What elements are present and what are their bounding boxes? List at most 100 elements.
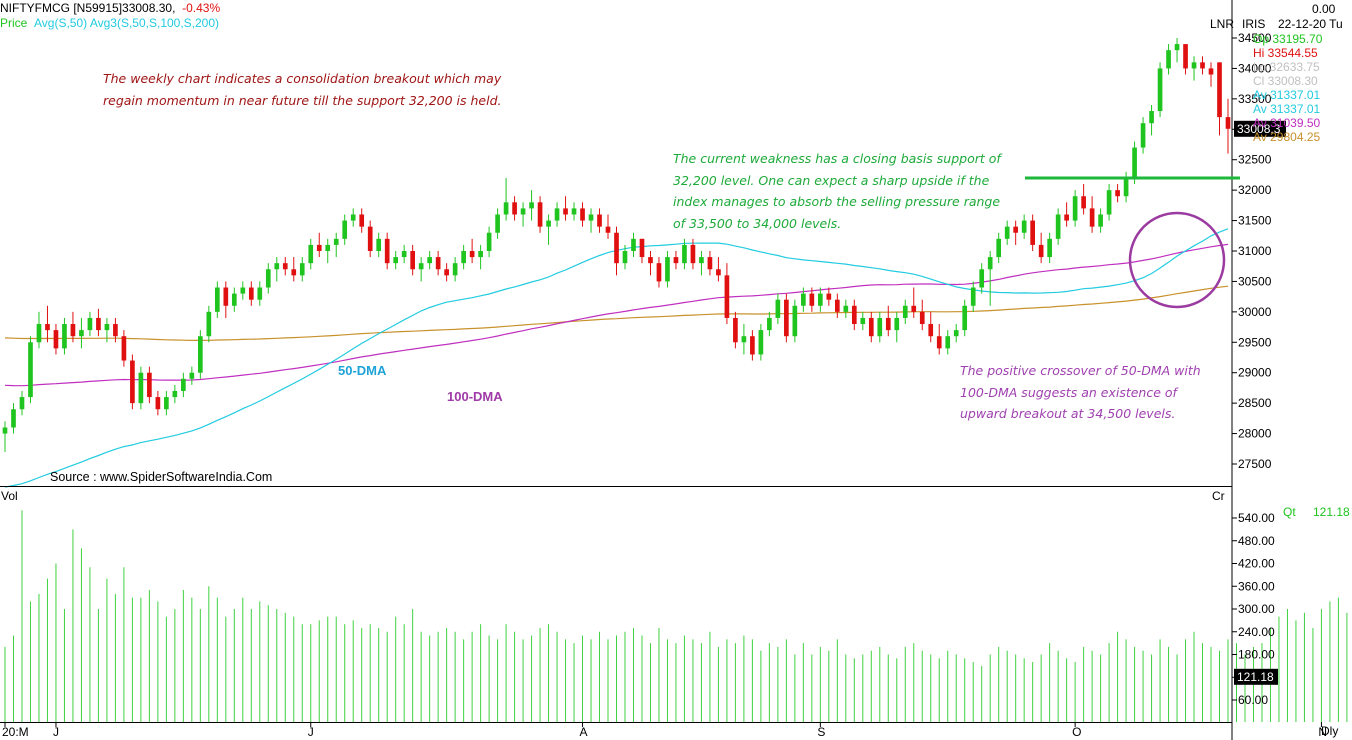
candle-body xyxy=(546,220,551,227)
candle-body xyxy=(1106,190,1112,215)
sma100-line xyxy=(4,243,1229,387)
candle-body xyxy=(308,244,314,264)
time-tick-label: A xyxy=(580,725,588,739)
candle-body xyxy=(342,220,348,239)
volume-bars xyxy=(4,510,1348,722)
candle-body xyxy=(223,287,229,306)
date-label: 22-12-20 Tu xyxy=(1278,17,1343,31)
candle-body xyxy=(113,324,118,337)
candle-body xyxy=(130,360,135,404)
candle-body xyxy=(478,251,483,258)
price-tick-label: 33500 xyxy=(1238,92,1272,106)
volume-tick-label: 360.00 xyxy=(1238,579,1275,593)
candle-body xyxy=(45,324,50,331)
candle-body xyxy=(622,251,628,264)
candle-body xyxy=(1166,50,1171,69)
candle-body xyxy=(231,293,237,306)
candle-body xyxy=(911,305,917,312)
candle-body xyxy=(1055,214,1061,239)
candle-body xyxy=(155,397,161,410)
price-tick-label: 34000 xyxy=(1238,61,1272,75)
candle-body xyxy=(2,427,8,434)
volume-tick-label: 480.00 xyxy=(1238,534,1275,548)
candle-body xyxy=(384,238,390,264)
candle-body xyxy=(164,397,169,410)
chart-header: NIFTYFMCG [N59915]33008.30, -0.43% xyxy=(0,1,220,15)
candle-body xyxy=(1183,44,1188,69)
dly-label[interactable]: Dly xyxy=(1321,724,1339,738)
sma100-label: 100-DMA xyxy=(447,389,503,404)
candle-body xyxy=(62,324,67,349)
qt-value: 121.18 xyxy=(1313,505,1350,519)
candle-body xyxy=(860,317,866,325)
candle-body xyxy=(979,269,985,288)
time-tick-label: O xyxy=(1072,725,1081,739)
candle-body xyxy=(588,214,594,221)
candle-body xyxy=(962,305,968,331)
candle-body xyxy=(1208,68,1214,75)
candle-body xyxy=(631,238,636,251)
candle-body xyxy=(240,287,246,294)
candle-body xyxy=(401,251,407,258)
candles xyxy=(2,38,1231,452)
ohlc-open: Op 33195.70 xyxy=(1253,32,1323,46)
candle-body xyxy=(427,257,432,264)
iris-label[interactable]: IRIS xyxy=(1242,17,1266,31)
volume-tick-label: 300.00 xyxy=(1238,602,1275,616)
candle-body xyxy=(928,324,934,337)
candle-body xyxy=(953,330,959,337)
candle-body xyxy=(885,317,891,331)
candle-body xyxy=(843,305,849,312)
candle-body xyxy=(248,287,254,300)
candle-body xyxy=(53,330,59,349)
candle-body xyxy=(537,202,543,227)
candle-body xyxy=(877,317,883,337)
price-label: Price xyxy=(0,16,28,30)
candle-body xyxy=(690,244,696,264)
candle-body xyxy=(758,330,764,355)
candle-body xyxy=(741,336,747,343)
candle-body xyxy=(648,257,653,264)
candle-body xyxy=(945,336,951,349)
candle-body xyxy=(282,263,288,270)
candle-body xyxy=(801,293,806,306)
candle-body xyxy=(919,311,925,325)
candle-body xyxy=(486,232,492,251)
candle-body xyxy=(189,372,195,379)
candle-body xyxy=(614,232,619,264)
candle-body xyxy=(503,202,509,215)
candle-body xyxy=(716,269,721,276)
time-tick-label: N xyxy=(1318,725,1327,739)
candle-body xyxy=(868,317,874,337)
ohlc-low: Lo 32633.75 xyxy=(1253,60,1320,74)
candle-body xyxy=(316,244,322,251)
candle-body xyxy=(673,257,679,264)
candle-body xyxy=(571,208,577,215)
candle-body xyxy=(817,293,823,306)
price-tick-label: 31500 xyxy=(1238,214,1272,228)
candle-body xyxy=(138,372,144,404)
crossover-circle xyxy=(1128,211,1226,309)
candle-body xyxy=(350,214,356,221)
candle-body xyxy=(1149,111,1154,124)
candle-body xyxy=(563,208,568,215)
candle-body xyxy=(902,305,908,318)
current-volume-tag xyxy=(1234,668,1278,685)
price-tick-label: 32000 xyxy=(1238,183,1272,197)
candle-body xyxy=(495,214,500,233)
time-tick-label: 20:M xyxy=(2,725,29,739)
candle-body xyxy=(1191,62,1197,69)
candle-body xyxy=(1140,123,1146,148)
candle-body xyxy=(104,324,110,331)
candle-body xyxy=(418,263,424,270)
candle-body xyxy=(834,299,840,312)
candle-body xyxy=(792,305,798,337)
crossover-note: The positive crossover of 50-DMA with 10… xyxy=(960,363,1201,421)
change-percent: -0.43% xyxy=(182,1,221,15)
candle-body xyxy=(265,269,271,288)
lnr-label[interactable]: LNR xyxy=(1210,17,1235,31)
candle-body xyxy=(580,208,585,221)
volume-label: Vol xyxy=(1,489,18,503)
price-tick-label: 29000 xyxy=(1238,366,1272,380)
price-tick-label: 30500 xyxy=(1238,274,1272,288)
